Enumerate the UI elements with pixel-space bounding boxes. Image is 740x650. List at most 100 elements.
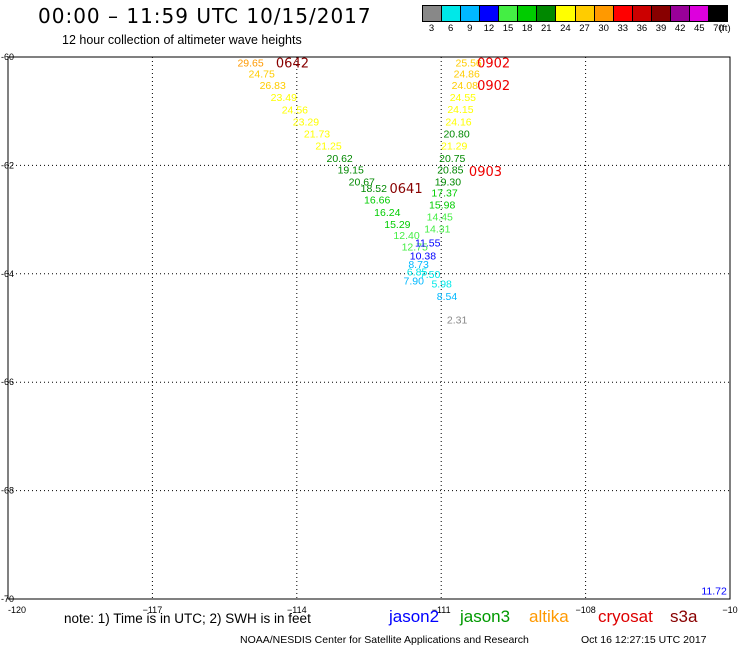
legend-label: 21 [541,23,552,34]
longitude-label: -120 [8,605,26,615]
wave-height-label: 25.56 [455,57,481,69]
pass-time-label: 0642 [276,56,309,71]
legend-label: 9 [467,23,473,34]
wave-height-label: 21.29 [441,140,467,152]
longitude-label: −10 [722,605,737,615]
wave-height-label: 5.98 [431,279,452,291]
wave-height-label: 15.98 [429,199,455,211]
satellite-altika: altika [529,607,569,626]
wave-height-label: 7.90 [404,275,425,287]
wave-height-label: 11.72 [701,585,727,597]
legend-label: 6 [448,23,454,34]
legend-label: 18 [521,23,533,34]
legend-swatch [594,6,614,21]
satellite-jason2: jason2 [389,607,440,626]
wave-height-label: 15.29 [384,219,410,231]
wave-height-label: 7.50 [420,269,441,281]
legend-swatch [442,6,462,21]
wave-height-label: 12.75 [402,242,428,254]
credit-line: NOAA/NESDIS Center for Satellite Applica… [240,634,529,646]
wave-height-label: 16.24 [374,207,400,219]
legend-swatch [613,6,633,21]
legend-swatch [461,6,481,21]
legend-swatch [499,6,519,21]
legend-label: 33 [617,23,629,34]
wave-height-label: 20.62 [326,153,352,165]
legend-swatch [632,6,652,21]
wave-height-label: 24.16 [445,116,471,128]
wave-height-label: 21.73 [304,128,330,140]
latitude-label: -68 [1,486,14,496]
longitude-label: −117 [143,605,163,615]
wave-height-label: 8.73 [408,259,429,271]
wave-height-label: 29.65 [237,57,263,69]
legend-swatch [651,6,671,21]
pass-time-label: 0902 [477,79,510,94]
wave-height-label: 24.08 [452,80,478,92]
wave-height-label: 11.55 [415,237,441,249]
pass-time-label: 0902 [477,56,510,71]
page-title: 00:00 – 11:59 UTC 10/15/2017 [38,4,372,28]
wave-height-label: 8.54 [437,291,458,303]
wave-height-label: 20.75 [439,153,465,165]
wave-height-label: 19.15 [338,165,364,177]
legend-swatch [518,6,538,21]
generated-timestamp: Oct 16 12:27:15 UTC 2017 [581,634,707,646]
legend-swatch [670,6,690,21]
legend-label: 3 [428,23,435,34]
longitude-label: −111 [432,605,451,615]
satellite-jason3: jason3 [460,607,511,626]
legend-label: 27 [579,23,590,34]
latitude-label: -62 [1,160,14,170]
legend-swatch [556,6,576,21]
legend-unit: (ft) [719,23,731,34]
legend-swatch [537,6,557,21]
legend-label: 12 [483,23,495,34]
legend-label: 45 [694,23,705,34]
pass-time-label: 0903 [469,165,502,180]
color-legend: (ft) 3 6 9 12 15 18 21 24 27 30 33 36 39 42 45 70 [422,5,731,36]
wave-height-label: 23.29 [293,116,319,128]
legend-label: 36 [636,23,648,34]
pass-time-label: 0641 [390,182,423,197]
legend-label: 30 [598,23,609,34]
wave-height-label: 12.40 [393,230,419,242]
wave-height-label: 20.80 [443,128,469,140]
wave-height-label: 24.56 [282,105,308,117]
legend-label: 15 [502,23,514,34]
wave-height-label: 21.25 [315,140,341,152]
legend-swatch [708,6,727,21]
longitude-label: −108 [575,605,595,615]
latitude-label: -66 [1,377,14,387]
wave-height-label: 24.15 [447,104,473,116]
wave-height-label: 20.85 [437,165,463,177]
map-frame [7,56,731,600]
longitude-label: −114 [287,605,307,615]
footer-note: note: 1) Time is in UTC; 2) SWH is in fe… [64,611,311,626]
legend-label: 24 [560,23,571,34]
wave-height-label: 17.37 [431,188,457,200]
wave-height-label: 19.30 [435,177,461,189]
legend-swatch [480,6,500,21]
wave-height-label: 18.52 [361,183,387,195]
wave-height-label: 2.31 [447,314,468,326]
wave-height-label: 26.83 [260,80,286,92]
wave-height-label: 24.55 [450,92,476,104]
legend-label: 39 [655,23,667,34]
wave-height-label: 24.86 [454,68,480,80]
wave-height-label: 14.45 [427,211,453,223]
legend-labels: (ft) 3 6 9 12 15 18 21 24 27 30 33 36 39 42 45 70 [422,22,731,36]
page-subtitle: 12 hour collection of altimeter wave hei… [62,33,302,47]
legend-swatch [689,6,709,21]
legend-swatch [423,6,443,21]
legend-swatches [422,5,728,22]
wave-height-label: 20.67 [349,177,375,189]
wave-height-label: 24.75 [249,68,275,80]
legend-swatch [575,6,595,21]
wave-height-label: 14.31 [424,223,450,235]
legend-label: 42 [674,23,686,34]
latitude-label: -64 [1,269,14,279]
wave-height-label: 23.49 [271,92,297,104]
